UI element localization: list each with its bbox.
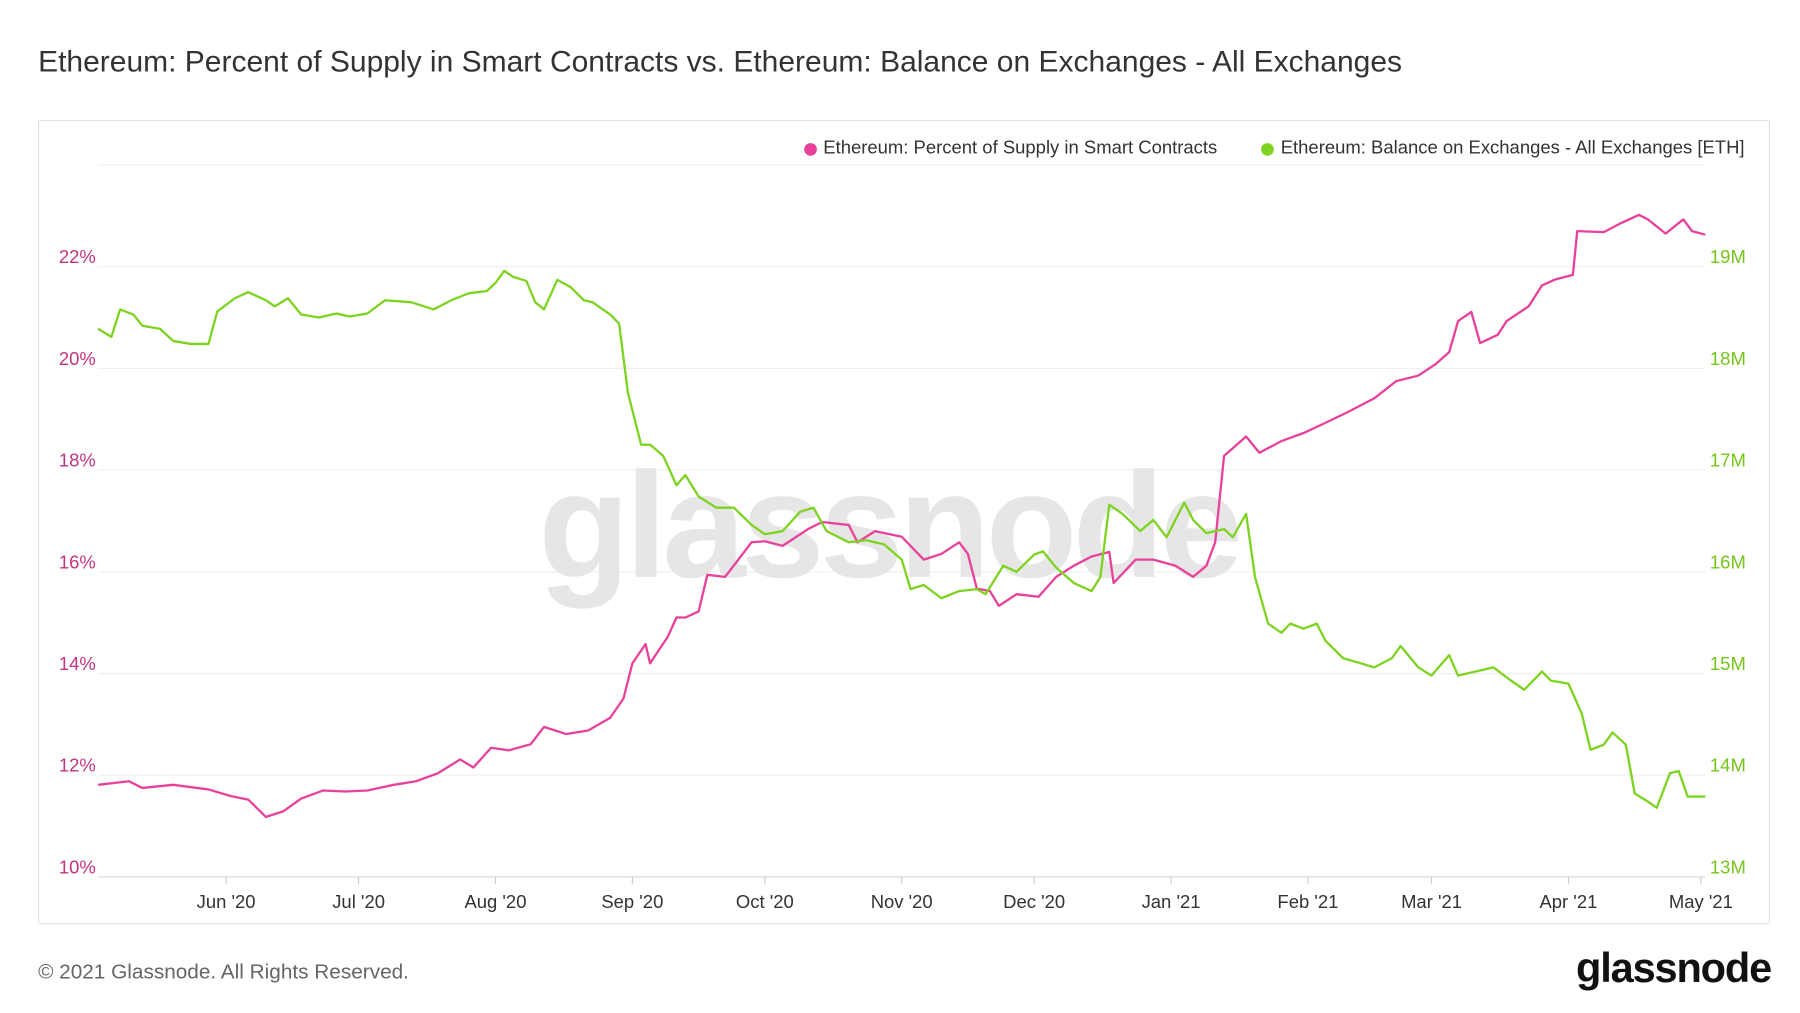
y-right-tick-label: 17M: [1710, 450, 1746, 471]
legend-dot-pink-icon: [803, 142, 817, 156]
x-tick-label: Sep '20: [601, 891, 663, 912]
x-tick-label: Dec '20: [1003, 891, 1065, 912]
y-left-tick-label: 22%: [59, 246, 96, 267]
x-tick-label: Mar '21: [1401, 891, 1462, 912]
series-line-smart-contracts: [97, 213, 1706, 819]
x-tick-label: Aug '20: [464, 891, 526, 912]
y-left-tick-label: 20%: [59, 348, 96, 369]
series-line-exchange-balance: [97, 269, 1706, 809]
y-left-tick-label: 14%: [59, 653, 96, 674]
y-right-tick-label: 18M: [1710, 348, 1746, 369]
x-tick-label: Oct '20: [736, 891, 794, 912]
x-tick-label: Jan '21: [1142, 891, 1201, 912]
y-right-tick-label: 14M: [1710, 755, 1746, 776]
y-right-tick-label: 19M: [1710, 246, 1746, 267]
y-right-tick-label: 13M: [1710, 856, 1746, 877]
legend: Ethereum: Percent of Supply in Smart Con…: [803, 138, 1745, 159]
chart-title: Ethereum: Percent of Supply in Smart Con…: [38, 43, 1403, 79]
legend-item-smart-contracts[interactable]: Ethereum: Percent of Supply in Smart Con…: [803, 138, 1218, 159]
legend-label: Ethereum: Percent of Supply in Smart Con…: [823, 138, 1218, 159]
x-tick-label: Nov '20: [871, 891, 933, 912]
y-right-tick-label: 15M: [1710, 653, 1746, 674]
y-right-tick-label: 16M: [1710, 551, 1746, 572]
y-left-tick-label: 12%: [59, 755, 96, 776]
legend-label: Ethereum: Balance on Exchanges - All Exc…: [1280, 138, 1745, 159]
legend-item-exchange-balance[interactable]: Ethereum: Balance on Exchanges - All Exc…: [1261, 138, 1745, 159]
copyright: © 2021 Glassnode. All Rights Reserved.: [38, 959, 409, 984]
x-tick-label: Apr '21: [1539, 891, 1597, 912]
x-tick-label: May '21: [1669, 891, 1733, 912]
watermark-logo: glassnode: [538, 441, 1238, 609]
chart-frame: [38, 119, 1770, 925]
y-left-tick-label: 16%: [59, 551, 96, 572]
glassnode-logo[interactable]: glassnode: [1576, 943, 1772, 992]
x-tick-label: Jun '20: [197, 891, 256, 912]
y-left-tick-label: 18%: [59, 450, 96, 471]
x-tick-label: Feb '21: [1277, 891, 1338, 912]
y-left-tick-label: 10%: [59, 856, 96, 877]
x-tick-label: Jul '20: [332, 891, 385, 912]
legend-dot-green-icon: [1261, 142, 1274, 156]
